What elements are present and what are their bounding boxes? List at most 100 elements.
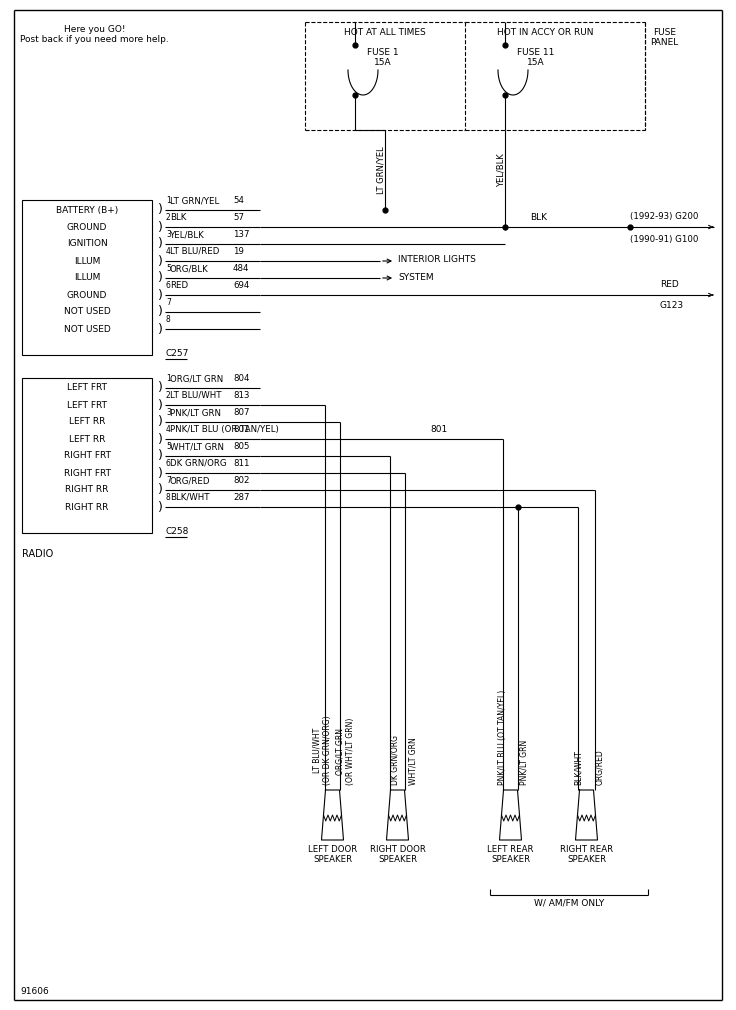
Text: GROUND: GROUND [67,222,107,231]
Text: LT GRN/YEL: LT GRN/YEL [377,146,386,194]
Text: 1: 1 [166,374,171,383]
Text: IGNITION: IGNITION [67,239,107,248]
Text: ORG/LT GRN: ORG/LT GRN [170,374,223,383]
Text: 54: 54 [233,196,244,205]
Text: HOT IN ACCY OR RUN: HOT IN ACCY OR RUN [497,28,593,37]
Text: FUSE 1
15A: FUSE 1 15A [367,48,399,68]
Text: PNK/LT BLU (OR TAN/YEL): PNK/LT BLU (OR TAN/YEL) [170,425,279,434]
Text: BLK/WHT: BLK/WHT [170,493,210,502]
Text: NOT USED: NOT USED [63,324,110,333]
Text: 7: 7 [166,298,171,307]
Text: 2: 2 [166,391,171,400]
Text: 801: 801 [233,425,250,434]
Text: BATTERY (B+): BATTERY (B+) [56,205,118,214]
Text: 804: 804 [233,374,250,383]
Text: RED: RED [660,280,679,289]
Text: ): ) [158,449,163,463]
Text: 57: 57 [233,213,244,222]
Text: PNK/LT GRN: PNK/LT GRN [520,739,528,785]
Text: LEFT FRT: LEFT FRT [67,384,107,393]
Text: 802: 802 [233,476,250,485]
Text: ): ) [158,322,163,335]
Text: INTERIOR LIGHTS: INTERIOR LIGHTS [398,256,476,265]
Text: BLK/WHT: BLK/WHT [573,750,582,785]
Text: RIGHT FRT: RIGHT FRT [63,451,110,461]
Text: LEFT DOOR
SPEAKER: LEFT DOOR SPEAKER [308,845,357,865]
Text: ): ) [158,237,163,250]
Text: LT GRN/YEL: LT GRN/YEL [170,196,219,205]
Text: 807: 807 [233,408,250,417]
Text: LEFT RR: LEFT RR [68,417,105,426]
Text: ILLUM: ILLUM [74,257,100,266]
Text: ): ) [158,484,163,497]
Text: RIGHT DOOR
SPEAKER: RIGHT DOOR SPEAKER [369,845,425,865]
Text: 5: 5 [166,264,171,273]
Text: RIGHT RR: RIGHT RR [66,486,109,495]
Text: 6: 6 [166,281,171,290]
Bar [22,378,152,533]
Text: ILLUM: ILLUM [74,274,100,283]
Text: 4: 4 [166,247,171,256]
Text: C258: C258 [165,527,188,536]
Text: 6: 6 [166,459,171,468]
Text: RIGHT REAR
SPEAKER: RIGHT REAR SPEAKER [560,845,613,865]
Text: DK GRN/ORG: DK GRN/ORG [391,735,400,785]
Text: 3: 3 [166,408,171,417]
Text: 813: 813 [233,391,250,400]
Text: YEL/BLK: YEL/BLK [170,230,205,239]
Text: ORG/BLK: ORG/BLK [170,264,209,273]
Text: BLK: BLK [530,213,547,222]
Text: RIGHT FRT: RIGHT FRT [63,469,110,478]
Text: 811: 811 [233,459,250,468]
Text: G123: G123 [660,301,684,310]
Text: (1992-93) G200: (1992-93) G200 [630,212,698,221]
Text: 8: 8 [166,493,171,502]
Text: FUSE
PANEL: FUSE PANEL [650,28,679,47]
Text: 694: 694 [233,281,250,290]
Text: LT BLU/RED: LT BLU/RED [170,247,219,256]
Text: ): ) [158,501,163,513]
Text: ORG/RED: ORG/RED [595,749,604,785]
Text: ): ) [158,382,163,395]
Text: ): ) [158,415,163,428]
Text: WHT/LT GRN: WHT/LT GRN [170,442,224,451]
Text: C257: C257 [165,349,188,358]
Text: RED: RED [170,281,188,290]
Text: GROUND: GROUND [67,291,107,300]
Text: LEFT REAR
SPEAKER: LEFT REAR SPEAKER [487,845,534,865]
Bar [22,200,152,355]
Text: HOT AT ALL TIMES: HOT AT ALL TIMES [344,28,426,37]
Text: 137: 137 [233,230,250,239]
Text: ): ) [158,305,163,318]
Text: 5: 5 [166,442,171,451]
Text: ): ) [158,399,163,411]
Text: ): ) [158,203,163,216]
Text: SYSTEM: SYSTEM [398,273,434,282]
Text: RIGHT RR: RIGHT RR [66,503,109,511]
Text: 287: 287 [233,493,250,502]
Text: 3: 3 [166,230,171,239]
Text: 801: 801 [430,425,447,434]
Text: (1990-91) G100: (1990-91) G100 [630,235,698,244]
Text: YEL/BLK: YEL/BLK [497,154,506,187]
Text: 805: 805 [233,442,250,451]
Text: ORG/RED: ORG/RED [170,476,210,485]
Text: 91606: 91606 [20,987,49,996]
Text: 4: 4 [166,425,171,434]
Text: Here you GO!
Post back if you need more help.: Here you GO! Post back if you need more … [20,25,169,44]
Text: FUSE 11
15A: FUSE 11 15A [517,48,554,68]
Text: ): ) [158,289,163,302]
Text: LT BLU/WHT: LT BLU/WHT [170,391,222,400]
Text: ): ) [158,467,163,480]
Text: ): ) [158,432,163,445]
Text: RADIO: RADIO [22,549,53,559]
Text: LT BLU/WHT
(OR DK GRN/ORG): LT BLU/WHT (OR DK GRN/ORG) [312,715,332,785]
Text: BLK: BLK [170,213,186,222]
Text: 2: 2 [166,213,171,222]
Text: LEFT FRT: LEFT FRT [67,401,107,409]
Text: 1: 1 [166,196,171,205]
Text: 19: 19 [233,247,244,256]
Text: ): ) [158,220,163,233]
Text: 8: 8 [166,315,171,324]
Text: W/ AM/FM ONLY: W/ AM/FM ONLY [534,898,604,907]
